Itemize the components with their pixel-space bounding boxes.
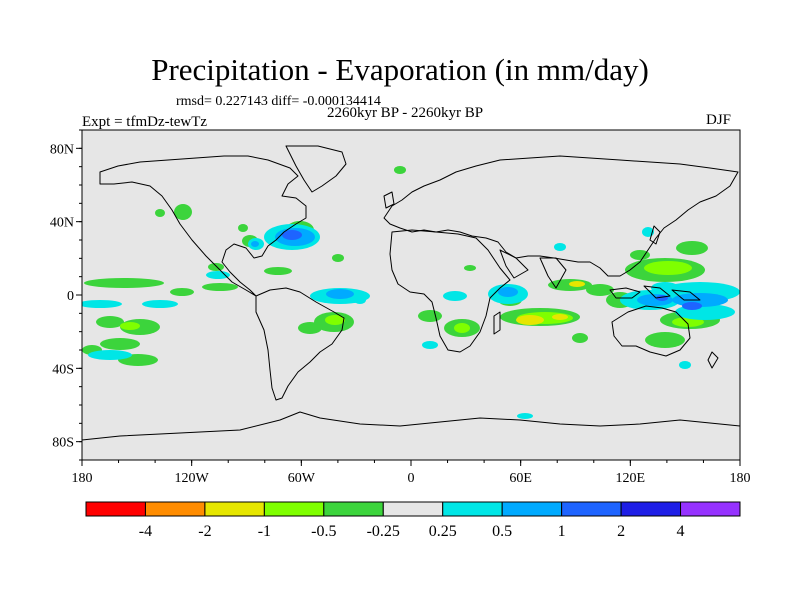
blue-patches <box>282 230 702 310</box>
x-tick-label: 120W <box>175 471 210 486</box>
colorbar-swatch <box>561 501 622 517</box>
colorbar-label: -1 <box>258 523 271 540</box>
colorbar-label: -0.25 <box>367 523 400 540</box>
x-tick-label: 120E <box>616 471 646 486</box>
y-tick-label: 40S <box>52 362 74 377</box>
colorbar-swatch <box>85 501 146 517</box>
colorbar-swatch <box>680 501 741 517</box>
colorbar-swatch <box>501 501 563 517</box>
colorbar-swatch <box>263 501 325 517</box>
colorbar-label: -0.5 <box>311 523 336 540</box>
colorbar-swatch <box>382 501 444 517</box>
colorbar-swatch <box>204 501 265 517</box>
y-tick-label: 80N <box>50 142 74 157</box>
stats-line: rmsd= 0.227143 diff= -0.000134414 <box>176 94 381 109</box>
colorbar-label: 0.25 <box>429 523 457 540</box>
coastlines <box>82 145 740 441</box>
colorbar-swatch <box>144 501 206 517</box>
yellow-patches <box>516 281 585 325</box>
map-title: Precipitation - Evaporation (in mm/day) <box>151 52 649 87</box>
season-label: DJF <box>706 112 732 128</box>
colorbar-label: -4 <box>139 523 152 540</box>
colorbar-swatch <box>323 501 384 517</box>
colorbar-swatch <box>442 501 503 517</box>
x-axis: 180 120W 60W 0 60E 120E 180 <box>72 460 751 486</box>
colorbar-label: 2 <box>617 523 625 540</box>
experiment-label: Expt = tfmDz-tewTz <box>82 114 208 130</box>
y-tick-label: 80S <box>52 436 74 451</box>
period-label: 2260kyr BP - 2260kyr BP <box>326 105 484 121</box>
colorbar-swatch <box>620 501 682 517</box>
y-tick-label: 0 <box>67 289 74 304</box>
x-tick-label: 180 <box>72 471 93 486</box>
colorbar-label: 4 <box>677 523 685 540</box>
colorbar: -4 -2 -1 -0.5 -0.25 0.25 0.5 1 2 4 <box>85 501 741 540</box>
y-axis: 80N 40N 0 40S 80S <box>50 129 82 461</box>
colorbar-label: -2 <box>198 523 211 540</box>
y-tick-label: 40N <box>50 216 74 231</box>
x-tick-label: 0 <box>408 471 415 486</box>
anomaly-fields <box>82 145 740 441</box>
colorbar-label: 0.5 <box>492 523 512 540</box>
x-tick-label: 60E <box>509 471 532 486</box>
colorbar-label: 1 <box>558 523 566 540</box>
x-tick-label: 60W <box>288 471 316 486</box>
x-tick-label: 180 <box>730 471 751 486</box>
